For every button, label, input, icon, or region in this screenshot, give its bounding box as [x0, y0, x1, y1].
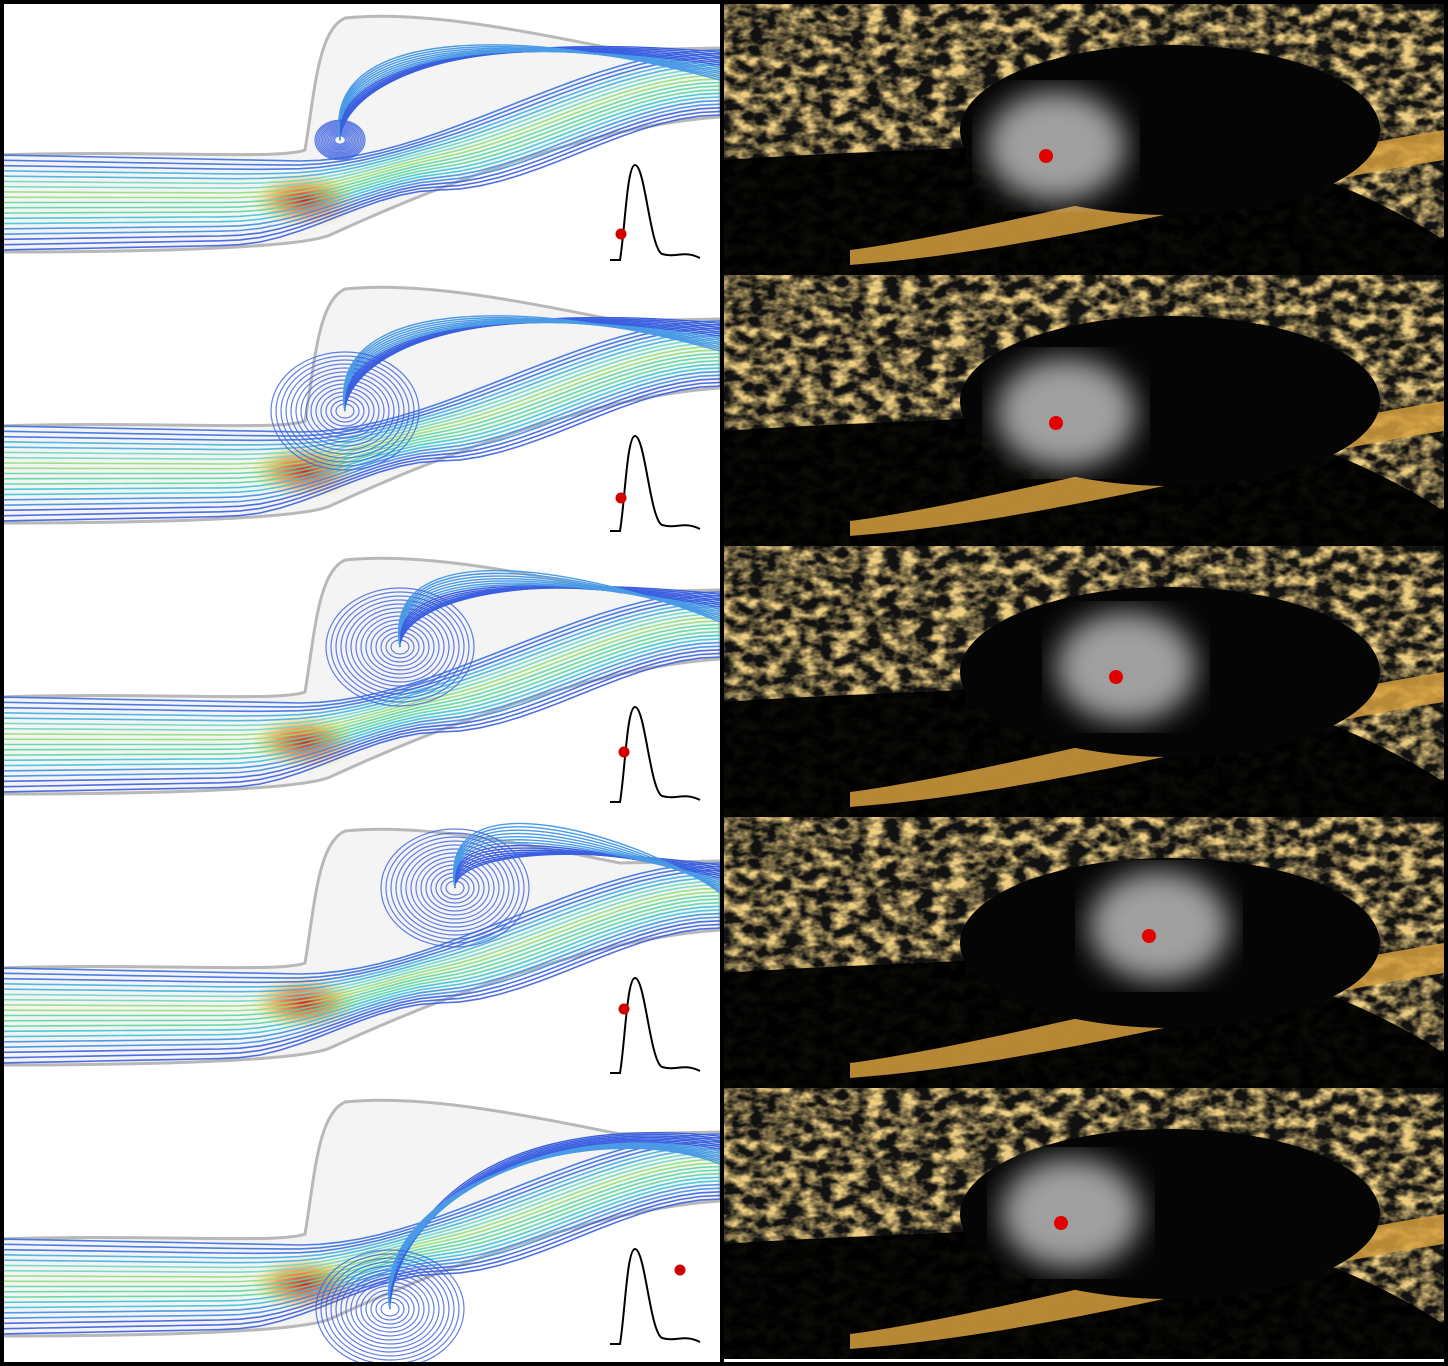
image-row: [724, 4, 1444, 275]
imaging-panel: [724, 4, 1444, 1359]
phase-marker: [675, 1265, 686, 1276]
image-row: [724, 546, 1444, 817]
flow-row: [0, 558, 720, 802]
vortex-echo: [986, 91, 1126, 201]
vortex-marker: [1049, 416, 1063, 430]
vortex-echo: [996, 358, 1136, 468]
image-row: [724, 817, 1444, 1088]
vessel: [0, 829, 720, 1065]
flow-row: [0, 824, 720, 1073]
figure: [0, 0, 1448, 1366]
vortex-marker: [1039, 149, 1053, 163]
simulation-panel: [0, 16, 720, 1366]
waveform: [610, 436, 700, 531]
phase-marker: [616, 229, 627, 240]
vortex-marker: [1054, 1216, 1068, 1230]
flow-row: [0, 1100, 720, 1366]
vortex-marker: [1142, 929, 1156, 943]
flow-row: [0, 16, 720, 260]
phase-marker: [616, 493, 627, 504]
phase-marker: [619, 1004, 630, 1015]
waveform: [610, 978, 700, 1073]
vortex-echo: [1089, 871, 1229, 981]
vortex-echo: [1001, 1158, 1141, 1268]
vortex-marker: [1109, 670, 1123, 684]
waveform: [610, 1249, 700, 1344]
image-row: [724, 1088, 1444, 1359]
vortex-echo: [1056, 612, 1196, 722]
waveform: [610, 165, 700, 260]
image-row: [724, 275, 1444, 546]
flow-row: [0, 287, 720, 531]
phase-marker: [619, 747, 630, 758]
